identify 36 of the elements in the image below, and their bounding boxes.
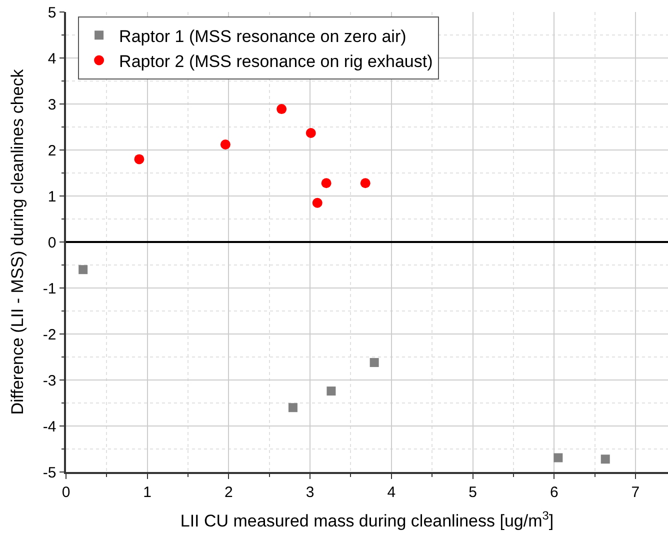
y-tick-label: 1 [48, 188, 56, 206]
x-tick-label: 7 [631, 484, 640, 501]
point [554, 453, 563, 462]
point [276, 104, 287, 114]
point [312, 198, 322, 208]
y-tick-label: -2 [42, 326, 56, 344]
point [370, 358, 379, 368]
point [78, 265, 88, 274]
x-tick-label: 1 [143, 484, 152, 501]
x-tick-label: 5 [468, 484, 477, 501]
y-tick-label: -1 [42, 280, 56, 298]
point [220, 139, 230, 150]
legend-label: Raptor 1 (MSS resonance on zero air) [119, 26, 406, 46]
y-tick-label: 2 [48, 142, 56, 160]
point [134, 154, 144, 164]
legend-label: Raptor 2 (MSS resonance on rig exhaust) [119, 52, 433, 71]
y-tick-label: 4 [48, 50, 56, 68]
x-tick-label: 4 [387, 484, 396, 501]
x-tick-label: 6 [550, 484, 558, 501]
y-tick-label: 3 [48, 96, 56, 114]
y-tick-label: -5 [42, 464, 56, 482]
x-axis-title: LII CU measured mass during cleanliness [ug/m$^{3}$] [180, 508, 554, 531]
point [321, 178, 332, 188]
y-tick-label: 0 [48, 234, 56, 252]
point [306, 128, 316, 138]
x-tick-label: 2 [224, 484, 233, 501]
x-tick-label: 3 [306, 484, 314, 501]
y-axis-title: Difference (LII - MSS) during cleanlines check [8, 68, 27, 415]
point [326, 386, 336, 396]
point [600, 454, 610, 464]
x-tick-label: 0 [62, 484, 70, 501]
y-tick-label: -4 [42, 418, 56, 436]
y-tick-label: 5 [48, 4, 56, 22]
point [288, 403, 298, 412]
point [360, 178, 370, 188]
y-tick-label: -3 [42, 372, 56, 390]
